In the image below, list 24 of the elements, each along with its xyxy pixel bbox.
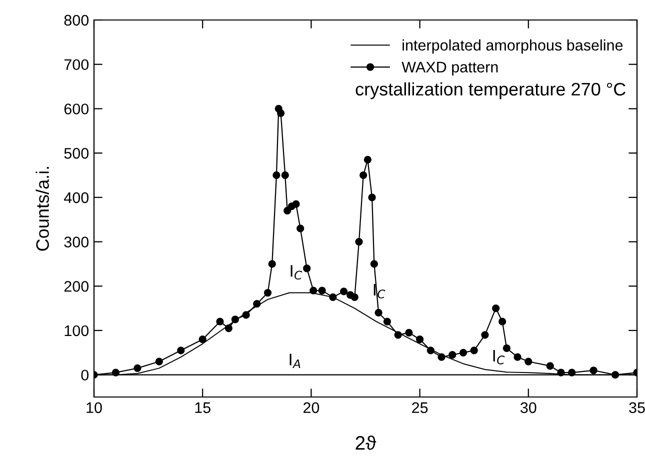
x-tick-label: 25 bbox=[412, 402, 428, 414]
y-tick-label: 500 bbox=[64, 148, 89, 159]
y-axis-title: Counts/a.i. bbox=[36, 166, 49, 251]
y-tick-label: 800 bbox=[64, 14, 89, 26]
y-tick-label: 0 bbox=[81, 370, 89, 381]
y-tick-label: 200 bbox=[64, 280, 89, 292]
y-tick-label: 700 bbox=[64, 59, 89, 70]
x-tick-label: 10 bbox=[86, 402, 102, 414]
legend-label: WAXD pattern bbox=[402, 62, 498, 76]
annotation: I$_{A}$ bbox=[290, 354, 300, 368]
y-tick-label: 400 bbox=[64, 192, 89, 204]
y-tick-label: 100 bbox=[64, 325, 89, 336]
annotation: I$_{C}$ bbox=[374, 284, 386, 298]
x-tick-label: 35 bbox=[629, 402, 645, 414]
x-axis-title: 2ϑ bbox=[356, 436, 376, 450]
annotation: crystallization temperature 270 °C bbox=[356, 82, 626, 100]
y-tick-label: 600 bbox=[64, 104, 89, 114]
annotation: I$_{C}$ bbox=[290, 265, 302, 280]
x-tick-label: 20 bbox=[303, 402, 320, 414]
x-tick-label: 30 bbox=[520, 402, 536, 414]
x-tick-label: 15 bbox=[195, 402, 210, 414]
legend-label: interpolated amorphous baseline bbox=[402, 39, 623, 54]
y-tick-label: 300 bbox=[64, 236, 89, 248]
annotation: I$_{C}$ bbox=[493, 350, 505, 364]
